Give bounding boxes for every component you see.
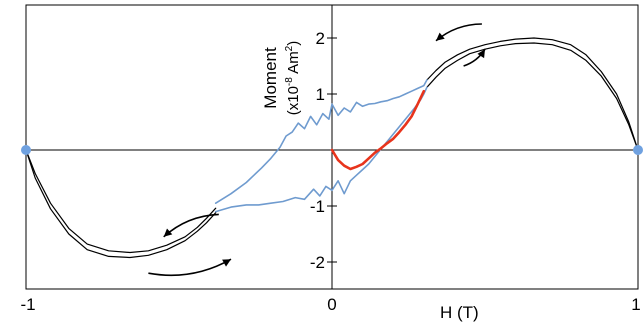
series-lower-inner [25,149,217,254]
direction-arrow-4 [148,258,232,277]
direction-arrow-1 [435,23,482,42]
y-unit-close: ) [285,41,302,46]
endpoint-marker-1 [21,145,31,155]
y-tick-label--2: -2 [310,253,325,272]
x-axis-title: H (T) [440,303,479,322]
arrow-layer [148,23,486,277]
series-layer [25,37,639,259]
series-virgin-curve [330,89,426,171]
y-unit-suffix: Am [285,51,302,77]
marker-layer [21,145,643,155]
x-tick-label--1: -1 [20,295,35,314]
y-tick-label-1: 1 [316,85,325,104]
y-unit-prefix: (x10 [285,86,302,115]
y-tick-layer: 2 1 -1 -2 [310,29,337,272]
direction-arrow-3 [163,213,219,238]
y-unit-power: 2 [284,45,295,51]
y-tick-label-2: 2 [316,29,325,48]
series-upper-inner [426,42,639,151]
x-tick-layer: -1 0 1 [20,295,640,314]
y-unit-exponent: -8 [284,77,295,86]
series-upper-outer [426,37,639,151]
endpoint-marker-2 [633,145,643,155]
direction-arrow-2 [463,48,486,67]
y-tick-label--1: -1 [310,197,325,216]
series-noisy-lower [214,86,428,213]
x-tick-label-0: 0 [327,295,336,314]
series-lower-outer [25,149,217,259]
x-tick-label-1: 1 [631,295,640,314]
series-noisy-upper [214,79,428,204]
y-axis-unit: (x10-8 Am2) [284,41,302,116]
y-axis-title: Moment [261,47,280,109]
